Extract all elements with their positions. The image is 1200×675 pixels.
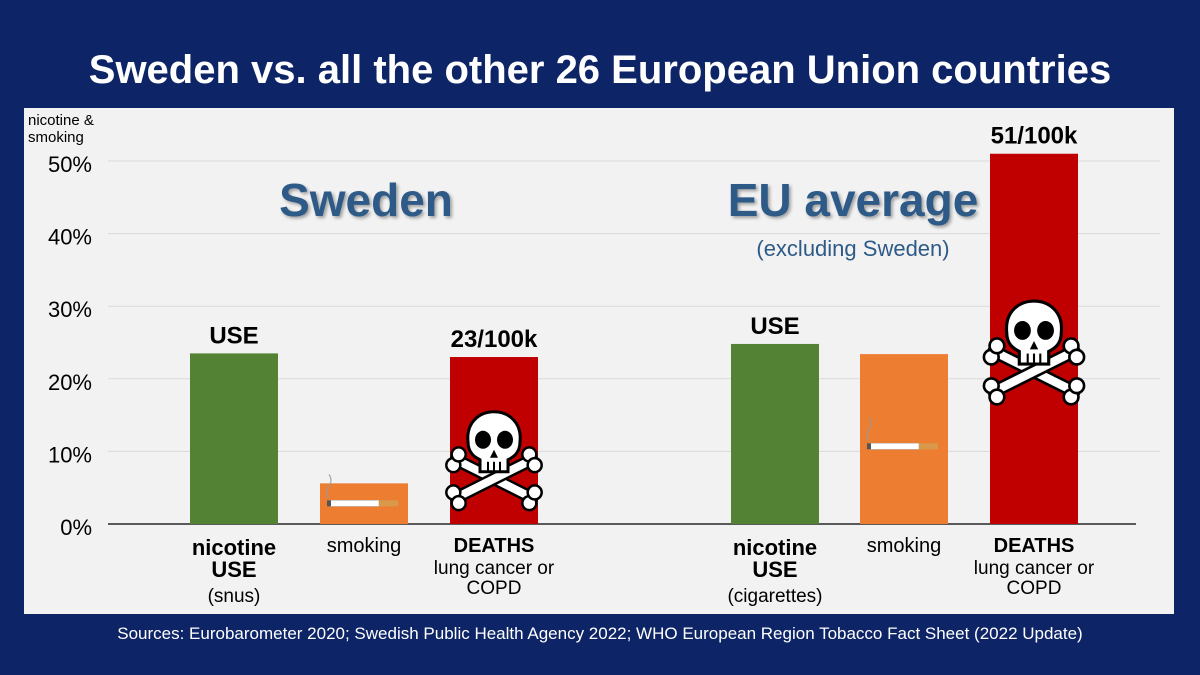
skull-crossbones-icon (982, 299, 1086, 406)
bar-use (731, 343, 819, 524)
y-tick-label: 40% (48, 225, 92, 250)
sources-footnote: Sources: Eurobarometer 2020; Swedish Pub… (117, 624, 1083, 643)
x-label-bold: USE (752, 557, 797, 582)
x-label-bold: DEATHS (994, 535, 1075, 557)
y-axis-label: nicotine & (28, 112, 94, 129)
slide-title: Sweden vs. all the other 26 European Uni… (88, 48, 1112, 92)
bar-top-label: 51/100k (991, 123, 1078, 150)
group-title: Sweden (279, 174, 453, 226)
x-label-sub: COPD (467, 578, 522, 599)
cigarette-icon (866, 417, 938, 450)
y-tick-label: 0% (60, 515, 92, 540)
y-axis-label: smoking (28, 129, 84, 146)
bar-top-label: USE (209, 322, 258, 349)
x-label-sub: (cigarettes) (727, 586, 822, 607)
x-label-bold: USE (211, 557, 256, 582)
y-tick-label: 20% (48, 370, 92, 395)
skull-crossbones-icon (445, 410, 543, 512)
group-subtitle: (excluding Sweden) (756, 236, 949, 261)
x-label-sub: lung cancer or (974, 558, 1095, 579)
x-label: smoking (327, 535, 401, 557)
group-title: EU average (728, 174, 979, 226)
bar-use (190, 353, 278, 524)
y-tick-label: 50% (48, 152, 92, 177)
x-label-bold: DEATHS (454, 535, 535, 557)
cigarette-icon (326, 474, 398, 507)
bar-top-label: 23/100k (451, 326, 538, 353)
bar-top-label: USE (750, 313, 799, 340)
x-label-sub: COPD (1007, 578, 1062, 599)
y-tick-label: 30% (48, 297, 92, 322)
x-label: smoking (867, 535, 941, 557)
x-label-bold: nicotine (733, 535, 817, 560)
y-tick-label: 10% (48, 442, 92, 467)
x-label-bold: nicotine (192, 535, 276, 560)
x-label-sub: lung cancer or (434, 558, 555, 579)
bar-smoking (860, 354, 948, 524)
x-label-sub: (snus) (208, 586, 261, 607)
